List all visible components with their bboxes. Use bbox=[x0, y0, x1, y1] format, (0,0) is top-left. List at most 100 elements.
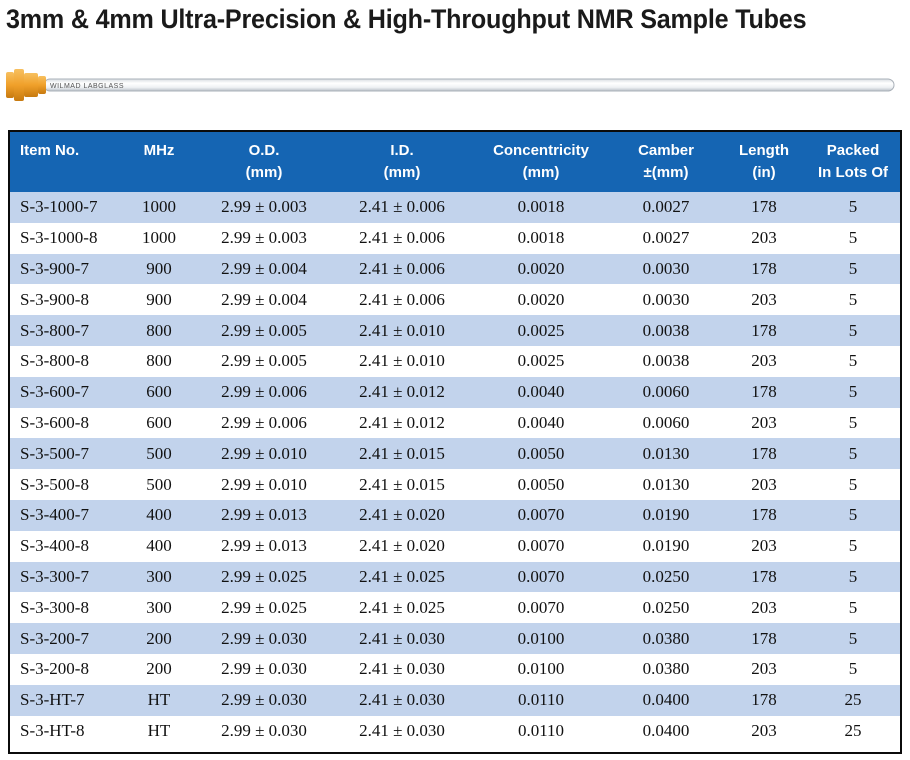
cell-col-item-no: S-3-1000-8 bbox=[10, 222, 122, 254]
cell-col-item-no: S-3-1000-7 bbox=[10, 192, 122, 223]
cell-col-mhz: HT bbox=[122, 684, 196, 716]
cell-col-mhz: 200 bbox=[122, 623, 196, 654]
cell-col-length: 178 bbox=[722, 561, 806, 593]
cell-col-item-no: S-3-900-7 bbox=[10, 253, 122, 285]
table-row: S-3-800-7 800 2.99 ± 0.005 2.41 ± 0.010 0.00… bbox=[10, 315, 900, 346]
table-body: S-3-1000-7 1000 2.99 ± 0.003 2.41 ± 0.006 0.… bbox=[10, 192, 900, 747]
header-col-length: Length (in) bbox=[722, 132, 806, 192]
cell-col-od: 2.99 ± 0.030 bbox=[196, 623, 332, 654]
cell-col-packed: 5 bbox=[806, 438, 900, 470]
cell-col-camber: 0.0130 bbox=[610, 438, 722, 470]
table-row: S-3-300-7 300 2.99 ± 0.025 2.41 ± 0.025 0.00… bbox=[10, 561, 900, 593]
cell-col-camber: 0.0380 bbox=[610, 623, 722, 654]
header-line2: ±(mm) bbox=[643, 164, 689, 181]
cell-col-camber: 0.0060 bbox=[610, 376, 722, 408]
header-line1: Packed bbox=[826, 142, 880, 159]
table-row: S-3-1000-7 1000 2.99 ± 0.003 2.41 ± 0.006 0.… bbox=[10, 192, 900, 223]
cell-col-packed: 5 bbox=[806, 315, 900, 346]
cell-col-mhz: 400 bbox=[122, 530, 196, 562]
cell-col-id: 2.41 ± 0.025 bbox=[332, 561, 472, 593]
cell-col-id: 2.41 ± 0.006 bbox=[332, 284, 472, 316]
cell-col-mhz: 1000 bbox=[122, 192, 196, 223]
table-row: S-3-900-8 900 2.99 ± 0.004 2.41 ± 0.006 0.00… bbox=[10, 284, 900, 316]
cell-col-concentricity: 0.0025 bbox=[472, 345, 610, 377]
cell-col-mhz: 600 bbox=[122, 407, 196, 439]
table-row: S-3-500-8 500 2.99 ± 0.010 2.41 ± 0.015 0.00… bbox=[10, 469, 900, 500]
cell-col-item-no: S-3-400-8 bbox=[10, 530, 122, 562]
header-line2: In Lots Of bbox=[818, 164, 888, 181]
cell-col-packed: 5 bbox=[806, 499, 900, 531]
table-row: S-3-400-7 400 2.99 ± 0.013 2.41 ± 0.020 0.00… bbox=[10, 499, 900, 531]
cell-col-mhz: 900 bbox=[122, 253, 196, 285]
cell-col-concentricity: 0.0070 bbox=[472, 499, 610, 531]
cell-col-mhz: 600 bbox=[122, 376, 196, 408]
cell-col-od: 2.99 ± 0.005 bbox=[196, 315, 332, 346]
cell-col-packed: 5 bbox=[806, 284, 900, 316]
cell-col-concentricity: 0.0025 bbox=[472, 315, 610, 346]
cell-col-item-no: S-3-400-7 bbox=[10, 499, 122, 531]
cell-col-item-no: S-3-HT-7 bbox=[10, 684, 122, 716]
cell-col-mhz: 500 bbox=[122, 469, 196, 500]
cell-col-mhz: 800 bbox=[122, 315, 196, 346]
cell-col-length: 178 bbox=[722, 376, 806, 408]
header-line1: Camber bbox=[638, 142, 694, 159]
header-col-item-no: Item No. bbox=[10, 132, 122, 192]
cell-col-od: 2.99 ± 0.013 bbox=[196, 530, 332, 562]
cell-col-concentricity: 0.0110 bbox=[472, 715, 610, 747]
cell-col-length: 178 bbox=[722, 684, 806, 716]
cell-col-item-no: S-3-200-7 bbox=[10, 623, 122, 654]
cell-col-concentricity: 0.0018 bbox=[472, 192, 610, 223]
cell-col-mhz: 900 bbox=[122, 284, 196, 316]
cell-col-camber: 0.0380 bbox=[610, 653, 722, 685]
table-row: S-3-600-8 600 2.99 ± 0.006 2.41 ± 0.012 0.00… bbox=[10, 407, 900, 439]
cell-col-camber: 0.0060 bbox=[610, 407, 722, 439]
header-line2: (mm) bbox=[522, 164, 560, 181]
cell-col-camber: 0.0038 bbox=[610, 345, 722, 377]
header-line2: (mm) bbox=[245, 164, 283, 181]
header-col-od: O.D. (mm) bbox=[196, 132, 332, 192]
cell-col-concentricity: 0.0070 bbox=[472, 561, 610, 593]
table-row: S-3-600-7 600 2.99 ± 0.006 2.41 ± 0.012 0.00… bbox=[10, 376, 900, 408]
cell-col-length: 203 bbox=[722, 222, 806, 254]
cell-col-length: 203 bbox=[722, 469, 806, 500]
cell-col-packed: 5 bbox=[806, 561, 900, 593]
cell-col-id: 2.41 ± 0.025 bbox=[332, 592, 472, 624]
cell-col-packed: 5 bbox=[806, 222, 900, 254]
cell-col-length: 178 bbox=[722, 192, 806, 223]
cell-col-length: 178 bbox=[722, 499, 806, 531]
cell-col-camber: 0.0190 bbox=[610, 530, 722, 562]
specification-table: Item No. MHz O.D. (mm) I.D. (mm) Concentricity… bbox=[8, 130, 902, 754]
cell-col-od: 2.99 ± 0.006 bbox=[196, 376, 332, 408]
cell-col-packed: 5 bbox=[806, 345, 900, 377]
cell-col-item-no: S-3-HT-8 bbox=[10, 715, 122, 747]
cell-col-item-no: S-3-600-7 bbox=[10, 376, 122, 408]
cell-col-id: 2.41 ± 0.006 bbox=[332, 222, 472, 254]
cell-col-item-no: S-3-300-7 bbox=[10, 561, 122, 593]
cell-col-concentricity: 0.0040 bbox=[472, 407, 610, 439]
cell-col-mhz: 800 bbox=[122, 345, 196, 377]
cell-col-length: 203 bbox=[722, 715, 806, 747]
header-line1: Length bbox=[739, 142, 789, 159]
header-col-id: I.D. (mm) bbox=[332, 132, 472, 192]
cell-col-id: 2.41 ± 0.030 bbox=[332, 684, 472, 716]
cell-col-od: 2.99 ± 0.004 bbox=[196, 284, 332, 316]
cell-col-item-no: S-3-500-8 bbox=[10, 469, 122, 500]
cell-col-item-no: S-3-500-7 bbox=[10, 438, 122, 470]
cell-col-od: 2.99 ± 0.010 bbox=[196, 438, 332, 470]
cell-col-id: 2.41 ± 0.006 bbox=[332, 192, 472, 223]
cell-col-id: 2.41 ± 0.012 bbox=[332, 407, 472, 439]
cell-col-id: 2.41 ± 0.010 bbox=[332, 345, 472, 377]
nmr-tube-image: WILMAD LABGLASS bbox=[0, 58, 910, 118]
cell-col-mhz: 1000 bbox=[122, 222, 196, 254]
header-col-mhz: MHz bbox=[122, 132, 196, 192]
cell-col-od: 2.99 ± 0.025 bbox=[196, 561, 332, 593]
cell-col-camber: 0.0400 bbox=[610, 684, 722, 716]
table-row: S-3-HT-8 HT 2.99 ± 0.030 2.41 ± 0.030 0.0110… bbox=[10, 715, 900, 747]
cell-col-length: 203 bbox=[722, 345, 806, 377]
cell-col-concentricity: 0.0020 bbox=[472, 253, 610, 285]
cell-col-camber: 0.0400 bbox=[610, 715, 722, 747]
cell-col-camber: 0.0038 bbox=[610, 315, 722, 346]
cell-col-id: 2.41 ± 0.012 bbox=[332, 376, 472, 408]
header-col-concentricity: Concentricity (mm) bbox=[472, 132, 610, 192]
header-line2: (in) bbox=[752, 164, 776, 181]
